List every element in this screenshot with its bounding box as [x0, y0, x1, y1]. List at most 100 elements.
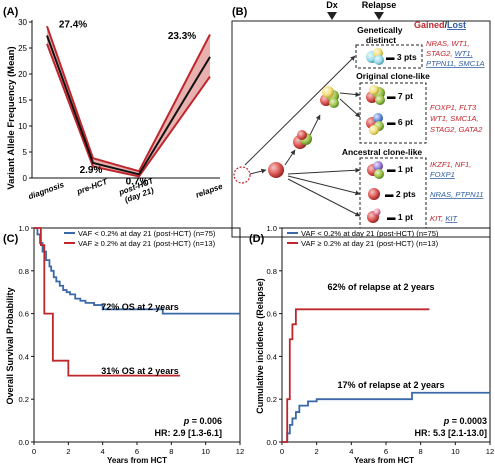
relapse-marker-icon [374, 12, 384, 20]
gene-lost: FOXP1 [430, 170, 455, 179]
x-tick-label: 6 [384, 447, 388, 456]
y-tick-label: 1.0 [266, 224, 277, 233]
panel-a-data-labels: 27.4% 2.9% 0.7% 23.3% [59, 20, 196, 188]
gene-lists: NRAS, WT1, STAG2, WT1, PTPN11, SMC1A FOX… [426, 39, 485, 223]
gene-list: STAG2, GATA2 [430, 125, 483, 134]
y-tick-label: 0.2 [18, 395, 29, 404]
legend-entry: VAF < 0.2% at day 21 (post-HCT) (n=75) [78, 229, 216, 238]
gene-list: FOXP1 [430, 170, 455, 179]
panel-d-xlabel: Years from HCT [354, 456, 414, 465]
x-tick-label: 2 [315, 447, 319, 456]
mean-line [46, 35, 211, 176]
gene-gained: NRAS, WT1, [426, 39, 469, 48]
gene-lost: WT1, [455, 49, 473, 58]
gene-gained: KIT, [430, 214, 445, 223]
panel-b-label: (B) [232, 6, 248, 18]
legend-lost: Lost [447, 20, 466, 30]
x-tick-label: 12 [486, 447, 494, 456]
panel-d: (D) Cumulative incidence (Relapse) Years… [249, 224, 494, 465]
p-value: p = 0.006 [183, 416, 222, 426]
panel-d-ylabel: Cumulative incidence (Relapse) [255, 278, 265, 414]
ancestral-clone-icon [368, 188, 380, 200]
series-line-high-vaf [34, 227, 180, 377]
gene-list: FOXP1, FLT3 [430, 103, 477, 112]
data-label: 2.9% [80, 165, 103, 176]
confidence-band [47, 26, 210, 177]
y-tick-label: 0.2 [266, 395, 277, 404]
ancestral-clone-icon [367, 208, 381, 223]
panel-b: (B) Dx Relapse Gained/Lost [231, 0, 491, 238]
original-clone-variant-icon [366, 113, 384, 135]
founder-clone-icon [233, 166, 251, 184]
group-title-line: distinct [366, 35, 396, 45]
series-line-low-vaf [282, 391, 490, 443]
panel-a-axes: 0 5 10 15 20 25 30 [18, 18, 220, 183]
count-text: 3 pts [397, 52, 417, 62]
clone-cluster-icon [293, 130, 312, 149]
annotation: 31% OS at 2 years [101, 366, 179, 376]
panel-a: (A) Variant Allele Frequency (Mean) 0 5 10… [3, 6, 224, 205]
x-tick-label: 0 [280, 447, 284, 456]
panel-a-marks [46, 25, 211, 178]
group-title-genetically-distinct: Genetically distinct [357, 25, 405, 45]
gene-list: PTPN11, SMC1A [426, 59, 485, 68]
panel-a-label: (A) [3, 6, 19, 18]
legend-entry: VAF ≥ 0.2% at day 21 (post-HCT) (n=13) [78, 239, 216, 248]
x-tick-label: 12 [236, 447, 244, 456]
panel-c: (C) Overall Survival Probability Years f… [3, 224, 244, 465]
x-tick-label: 4 [101, 447, 105, 456]
p-value-text: = 0.0003 [452, 416, 487, 426]
y-tick-label: 10 [18, 122, 27, 131]
gained-lost-legend: Gained/Lost [414, 20, 466, 30]
clone-icon [268, 162, 284, 178]
plot-frame [281, 227, 491, 443]
gene-list: IKZF1, NF1, [430, 160, 471, 169]
clone-cluster-icon [320, 86, 339, 108]
panel-c-legend: VAF < 0.2% at day 21 (post-HCT) (n=75) V… [64, 229, 216, 248]
panel-c-marks [34, 227, 240, 377]
panel-d-label: (D) [249, 233, 265, 245]
gene-gained: IKZF1, NF1, [430, 160, 471, 169]
x-tick-label: 10 [451, 447, 459, 456]
panel-a-ylabel: Variant Allele Frequency (Mean) [6, 46, 17, 189]
gene-gained: WT1, SMC1A, [430, 114, 479, 123]
y-tick-label: 0.4 [266, 352, 277, 361]
category-label-group: post-HCT(day 21) [117, 176, 156, 205]
data-label: 23.3% [168, 31, 196, 42]
row-count: ▬ 2 pts [385, 189, 416, 199]
y-tick-label: 0.0 [266, 438, 277, 447]
original-clone-icon [366, 85, 385, 105]
x-tick-label: 10 [201, 447, 209, 456]
y-tick-label: 0 [23, 174, 28, 183]
series-line-high-vaf [282, 308, 430, 443]
gene-gained: STAG2, [426, 49, 455, 58]
y-tick-label: 30 [18, 18, 27, 27]
ancestral-clone-icon [367, 161, 384, 179]
gene-list: NRAS, WT1, [426, 39, 469, 48]
distinct-clone-icon [366, 48, 384, 65]
x-tick-label: 2 [66, 447, 70, 456]
x-tick-label: 0 [32, 447, 36, 456]
x-tick-label: 8 [419, 447, 423, 456]
gene-lost: PTPN11, SMC1A [426, 59, 485, 68]
panel-d-legend: VAF < 0.2% at day 21 (post-HCT) (n=75) V… [287, 229, 439, 248]
y-tick-label: 0.4 [18, 352, 29, 361]
hazard-ratio: HR: 2.9 [1.3-6.1] [154, 428, 222, 438]
gene-list: STAG2, WT1, [426, 49, 473, 58]
relapse-label: Relapse [362, 0, 397, 10]
gene-list: WT1, SMC1A, [430, 114, 479, 123]
panel-d-axes: 0.0 0.2 0.4 0.6 0.8 1.0 0 2 4 6 8 10 12 [266, 224, 494, 456]
category-label-group: diagnosis [27, 180, 66, 201]
category-label: pre-HCT [75, 177, 110, 197]
p-value: p = 0.0003 [443, 416, 487, 426]
panel-c-ylabel: Overall Survival Probability [5, 287, 15, 404]
y-tick-label: 0.0 [18, 438, 29, 447]
gene-list: NRAS, PTPN11 [430, 190, 483, 199]
count-text: 1 pt [398, 212, 413, 222]
panel-c-xlabel: Years from HCT [107, 456, 167, 465]
count-text: 1 pt [398, 164, 413, 174]
y-tick-label: 0.8 [18, 267, 29, 276]
p-value-text: = 0.006 [192, 416, 222, 426]
annotation: 17% of relapse at 2 years [337, 380, 444, 390]
